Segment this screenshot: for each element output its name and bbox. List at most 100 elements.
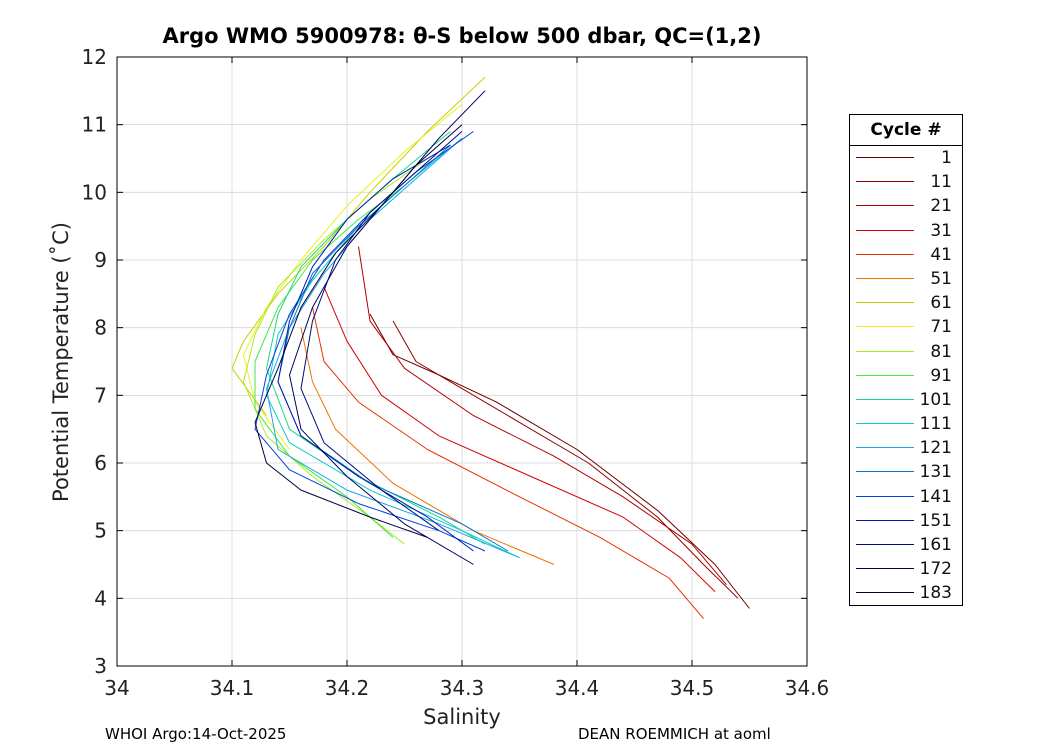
series-line-cycle-151 <box>277 144 474 552</box>
legend-swatch <box>856 544 914 545</box>
legend-item: 1 <box>850 146 962 170</box>
y-tick-label: 10 <box>82 180 107 204</box>
x-tick-label: 34.3 <box>440 676 485 700</box>
legend-label: 71 <box>930 317 952 338</box>
y-axis-label: Potential Temperature (˚C) <box>49 222 73 502</box>
legend-label: 31 <box>930 220 952 241</box>
y-tick-label: 9 <box>94 248 107 272</box>
legend-label: 21 <box>930 196 952 217</box>
legend-item: 11 <box>850 170 962 194</box>
legend-swatch <box>856 519 914 521</box>
legend-item: 41 <box>850 243 962 267</box>
series-line-cycle-141 <box>254 130 486 552</box>
legend-swatch <box>856 253 914 255</box>
legend-label: 1 <box>941 148 952 168</box>
legend-item: 161 <box>850 533 962 557</box>
y-tick-label: 12 <box>82 45 107 69</box>
series-line-cycle-21 <box>358 246 727 586</box>
legend-swatch <box>856 423 914 425</box>
legend-swatch <box>856 302 914 304</box>
footer-credit: DEAN ROEMMICH at aoml <box>578 725 771 743</box>
series-line-cycle-91 <box>254 185 405 538</box>
legend-item: 31 <box>850 219 962 243</box>
legend-item: 71 <box>850 315 962 339</box>
legend-item: 21 <box>850 194 962 218</box>
legend-swatch <box>856 350 914 352</box>
legend-swatch <box>856 568 914 570</box>
x-tick-label: 34.2 <box>325 676 370 700</box>
legend-label: 51 <box>930 268 952 289</box>
legend-swatch <box>856 205 914 207</box>
legend-label: 172 <box>919 559 952 580</box>
ticks <box>116 56 808 667</box>
series-line-cycle-161 <box>300 131 463 532</box>
legend-swatch <box>856 471 914 473</box>
legend-label: 41 <box>930 244 952 265</box>
x-tick-label: 34.5 <box>670 676 715 700</box>
y-tick-label: 8 <box>94 316 107 340</box>
legend-swatch <box>856 277 914 279</box>
legend-swatch <box>856 447 914 449</box>
legend-swatch <box>856 398 914 400</box>
legend-rows: 1 11 21 31 41 51 61 71 81 91 101 111 121 131 141 151 161… <box>850 146 962 606</box>
legend-swatch <box>856 592 914 594</box>
grid <box>117 57 807 666</box>
legend-label: 161 <box>919 535 952 555</box>
chart-title: Argo WMO 5900978: θ-S below 500 dbar, QC… <box>162 24 762 48</box>
legend-item: 61 <box>850 291 962 315</box>
series-line-cycle-111 <box>266 137 520 559</box>
series-line-cycle-101 <box>266 131 486 545</box>
series-line-cycle-183 <box>254 124 463 538</box>
legend: Cycle # 1 11 21 31 41 51 61 71 81 91 101 111 121 131 1… <box>849 114 963 606</box>
legend-item: 183 <box>850 581 962 605</box>
legend-swatch <box>856 157 914 158</box>
legend-label: 61 <box>930 293 952 314</box>
series-line-cycle-31 <box>323 286 716 592</box>
legend-label: 91 <box>930 365 952 386</box>
x-axis-label: Salinity <box>423 705 501 729</box>
legend-swatch <box>856 229 914 231</box>
series-lines <box>231 76 750 619</box>
legend-label: 151 <box>919 510 952 531</box>
legend-item: 121 <box>850 436 962 460</box>
y-tick-label: 11 <box>82 113 107 137</box>
legend-label: 183 <box>919 583 952 604</box>
y-tick-label: 4 <box>94 586 107 610</box>
legend-label: 121 <box>919 438 952 459</box>
legend-label: 11 <box>930 172 952 193</box>
series-line-cycle-61 <box>231 76 486 416</box>
legend-item: 91 <box>850 364 962 388</box>
legend-item: 131 <box>850 460 962 484</box>
legend-swatch <box>856 326 914 328</box>
legend-label: 101 <box>919 389 952 410</box>
series-line-cycle-51 <box>300 327 555 565</box>
y-tick-label: 3 <box>94 654 107 678</box>
legend-title: Cycle # <box>850 115 962 146</box>
legend-swatch <box>856 374 914 376</box>
series-line-cycle-41 <box>312 307 704 619</box>
series-line-cycle-121 <box>266 137 520 559</box>
legend-item: 101 <box>850 388 962 412</box>
legend-item: 141 <box>850 485 962 509</box>
x-tick-label: 34 <box>104 676 129 700</box>
legend-item: 111 <box>850 412 962 436</box>
series-line-cycle-71 <box>243 104 463 450</box>
series-line-cycle-81 <box>243 158 428 545</box>
footer-source: WHOI Argo:14-Oct-2025 <box>105 725 287 743</box>
series-line-cycle-11 <box>392 320 739 599</box>
y-tick-label: 5 <box>94 519 107 543</box>
legend-label: 141 <box>919 486 952 507</box>
legend-label: 81 <box>930 341 952 362</box>
legend-item: 151 <box>850 509 962 533</box>
y-tick-label: 6 <box>94 451 107 475</box>
legend-label: 111 <box>919 414 952 435</box>
legend-swatch <box>856 181 914 183</box>
legend-swatch <box>856 495 914 497</box>
x-tick-label: 34.4 <box>555 676 600 700</box>
x-tick-label: 34.1 <box>210 676 255 700</box>
x-tick-label: 34.6 <box>785 676 830 700</box>
legend-item: 172 <box>850 557 962 581</box>
series-line-cycle-1 <box>369 313 750 609</box>
